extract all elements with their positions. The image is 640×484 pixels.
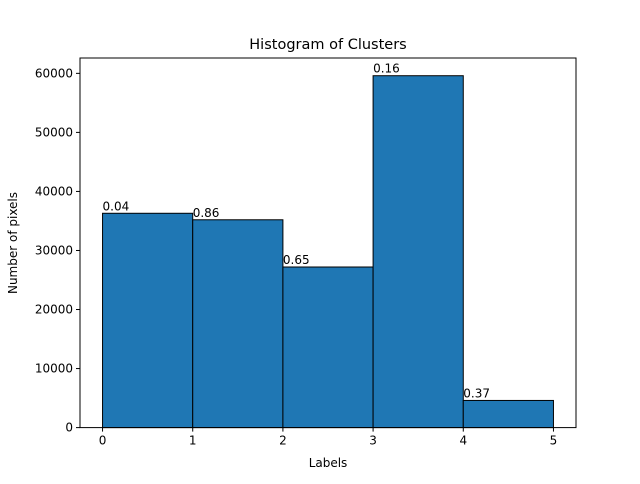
x-tick-label: 3	[369, 434, 377, 448]
x-tick-label: 2	[279, 434, 287, 448]
y-tick-label: 20000	[35, 303, 73, 317]
y-tick-label: 60000	[35, 66, 73, 80]
x-tick-label: 1	[189, 434, 197, 448]
x-tick-label: 5	[550, 434, 558, 448]
x-axis-ticks: 0 1 2 3 4 5	[99, 427, 558, 448]
histogram-bar	[192, 219, 284, 429]
y-axis-label: Number of pixels	[6, 192, 20, 294]
histogram-bar	[462, 399, 554, 429]
y-tick-label: 30000	[35, 243, 73, 257]
bars-layer	[102, 75, 554, 429]
histogram-bar	[102, 212, 194, 429]
chart-title: Histogram of Clusters	[249, 37, 406, 53]
histogram-bar	[372, 75, 464, 429]
bar-value-label: 0.04	[103, 199, 130, 213]
y-tick-label: 0	[65, 421, 73, 435]
bar-value-label: 0.16	[373, 62, 400, 76]
histogram-bar	[282, 266, 374, 429]
y-tick-label: 50000	[35, 125, 73, 139]
x-tick-label: 4	[459, 434, 467, 448]
y-axis-ticks: 0 10000 20000 30000 40000 50000 60000	[35, 66, 80, 435]
x-tick-label: 0	[99, 434, 107, 448]
y-tick-label: 40000	[35, 184, 73, 198]
bar-value-label: 0.37	[463, 386, 490, 400]
y-tick-label: 10000	[35, 362, 73, 376]
bar-value-label: 0.65	[283, 253, 310, 267]
bar-labels-layer: 0.04 0.86 0.65 0.16 0.37	[103, 62, 490, 401]
x-axis-label: Labels	[309, 456, 348, 470]
bar-value-label: 0.86	[193, 206, 220, 220]
plot-frame	[79, 57, 577, 429]
